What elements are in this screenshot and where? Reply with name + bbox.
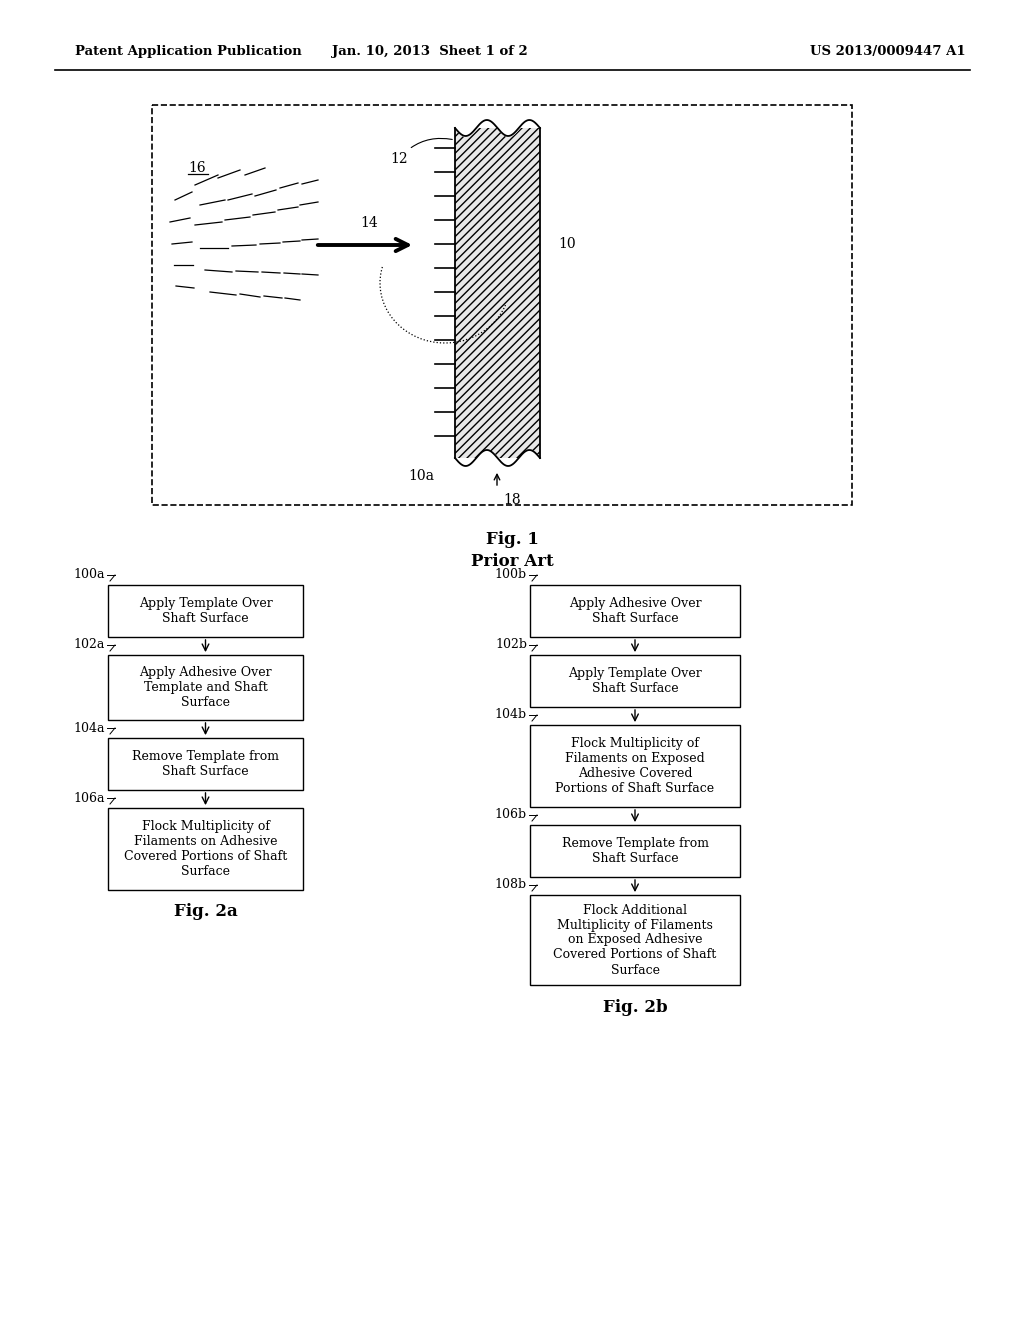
Text: 100a: 100a xyxy=(74,569,105,582)
Bar xyxy=(530,895,740,985)
Text: 102a: 102a xyxy=(74,639,105,652)
Text: Apply Adhesive Over
Template and Shaft
Surface: Apply Adhesive Over Template and Shaft S… xyxy=(139,667,271,709)
Text: Flock Multiplicity of
Filaments on Exposed
Adhesive Covered
Portions of Shaft Su: Flock Multiplicity of Filaments on Expos… xyxy=(555,737,715,795)
Bar xyxy=(108,585,303,638)
Bar xyxy=(455,128,540,458)
Text: 104b: 104b xyxy=(495,709,527,722)
Bar xyxy=(530,725,740,807)
Text: 108b: 108b xyxy=(495,879,527,891)
Text: 12: 12 xyxy=(390,139,453,166)
Bar xyxy=(152,106,852,506)
Text: Prior Art: Prior Art xyxy=(471,553,553,570)
Text: Fig. 2a: Fig. 2a xyxy=(174,903,238,920)
Text: Jan. 10, 2013  Sheet 1 of 2: Jan. 10, 2013 Sheet 1 of 2 xyxy=(332,45,528,58)
Bar xyxy=(530,825,740,876)
Bar xyxy=(530,655,740,708)
Bar xyxy=(530,585,740,638)
Text: Apply Adhesive Over
Shaft Surface: Apply Adhesive Over Shaft Surface xyxy=(568,597,701,624)
Text: Remove Template from
Shaft Surface: Remove Template from Shaft Surface xyxy=(561,837,709,865)
Text: 102b: 102b xyxy=(495,639,527,652)
Text: Patent Application Publication: Patent Application Publication xyxy=(75,45,302,58)
Text: 10a: 10a xyxy=(408,469,434,483)
Text: Fig. 1: Fig. 1 xyxy=(485,532,539,549)
Text: Apply Template Over
Shaft Surface: Apply Template Over Shaft Surface xyxy=(138,597,272,624)
Text: 18: 18 xyxy=(503,492,520,507)
Text: Fig. 2b: Fig. 2b xyxy=(603,998,668,1015)
Text: 104a: 104a xyxy=(74,722,105,734)
Text: 16: 16 xyxy=(188,161,206,176)
Bar xyxy=(108,655,303,719)
Bar xyxy=(108,808,303,890)
Text: Flock Multiplicity of
Filaments on Adhesive
Covered Portions of Shaft
Surface: Flock Multiplicity of Filaments on Adhes… xyxy=(124,820,287,878)
Text: Flock Additional
Multiplicity of Filaments
on Exposed Adhesive
Covered Portions : Flock Additional Multiplicity of Filamen… xyxy=(553,903,717,977)
Text: 106a: 106a xyxy=(74,792,105,804)
Bar xyxy=(108,738,303,789)
Text: 100b: 100b xyxy=(495,569,527,582)
Text: Apply Template Over
Shaft Surface: Apply Template Over Shaft Surface xyxy=(568,667,701,696)
Text: US 2013/0009447 A1: US 2013/0009447 A1 xyxy=(810,45,966,58)
Text: 106b: 106b xyxy=(495,808,527,821)
Text: Remove Template from
Shaft Surface: Remove Template from Shaft Surface xyxy=(132,750,279,777)
Text: 10: 10 xyxy=(558,236,575,251)
Text: 14: 14 xyxy=(360,216,378,230)
